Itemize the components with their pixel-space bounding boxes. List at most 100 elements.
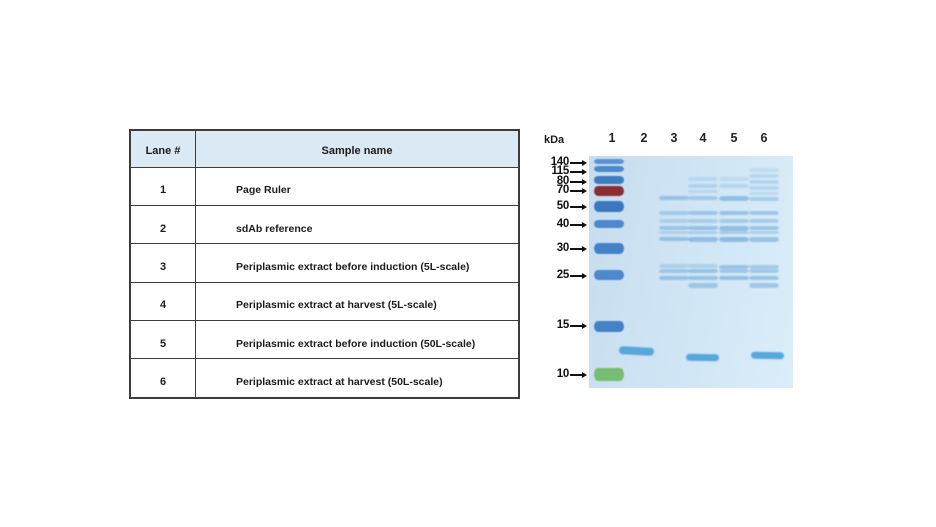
- ladder-band-15kda: [594, 321, 624, 332]
- marker-arrow-shaft: [570, 374, 582, 376]
- sample-name-cell: sdAb reference: [195, 204, 520, 245]
- ladder-band-115kda: [594, 166, 624, 172]
- sample-band-lane-6: [749, 174, 779, 178]
- sample-band-lane-6: [749, 276, 779, 280]
- table-row: 3 Periplasmic extract before induction (5…: [129, 243, 520, 283]
- marker-kda-label: 140: [550, 156, 570, 169]
- marker-arrow-icon: [570, 222, 587, 228]
- marker-arrow-shaft: [570, 181, 582, 183]
- sample-name-cell: Periplasmic extract at harvest (50L-scal…: [195, 358, 520, 399]
- ladder-band-10kda: [594, 368, 624, 381]
- marker-kda-label: 50: [556, 200, 570, 213]
- marker-row: 50: [533, 201, 587, 213]
- marker-kda-label: 40: [556, 218, 570, 231]
- sample-band-lane-6: [749, 265, 779, 269]
- marker-arrow-icon: [570, 372, 587, 378]
- marker-kda-label: 70: [556, 184, 570, 197]
- marker-arrow-head: [582, 323, 587, 329]
- sample-name-cell: Periplasmic extract at harvest (5L-scale…: [195, 281, 520, 321]
- marker-arrow-head: [582, 160, 587, 166]
- ladder-band-80kda: [594, 176, 624, 184]
- sample-band-lane-6: [749, 219, 779, 223]
- sample-band-lane-6: [749, 226, 779, 230]
- marker-arrow-icon: [570, 160, 587, 166]
- ladder-band-70kda: [594, 186, 624, 196]
- lane-number-cell: 3: [129, 243, 196, 283]
- ladder-band-25kda: [594, 270, 624, 280]
- gel-lane-number: 2: [640, 131, 648, 145]
- sample-band-lane-4: [688, 184, 718, 188]
- table-row: 6 Periplasmic extract at harvest (50L-sca…: [129, 358, 520, 399]
- sample-band-lane-4: [688, 276, 718, 280]
- sample-band-lane-3: [659, 269, 689, 273]
- sample-table: Lane # Sample name 1 Page Ruler 2 sdAb refe…: [129, 129, 520, 399]
- sdab-band-lane-4: [685, 353, 720, 362]
- marker-arrow-head: [582, 372, 587, 378]
- marker-row: 140: [533, 157, 587, 169]
- sample-band-lane-5: [719, 231, 749, 234]
- ladder-band-30kda: [594, 243, 624, 254]
- sample-band-lane-3: [659, 276, 689, 280]
- sample-band-lane-3: [659, 264, 689, 268]
- marker-arrow-shaft: [570, 224, 582, 226]
- ladder-band-140kda: [594, 159, 624, 164]
- marker-kda-label: 80: [556, 175, 570, 188]
- table-row: 4 Periplasmic extract at harvest (5L-scal…: [129, 281, 520, 321]
- marker-arrow-head: [582, 222, 587, 228]
- table-row: 2 sdAb reference: [129, 204, 520, 245]
- sample-band-lane-5: [719, 237, 749, 242]
- marker-arrow-head: [582, 246, 587, 252]
- marker-row: 25: [533, 270, 587, 282]
- marker-kda-label: 15: [556, 319, 570, 332]
- sample-name-cell: Periplasmic extract before induction (50…: [195, 319, 520, 360]
- marker-kda-label: 115: [551, 165, 569, 178]
- sample-band-lane-5: [719, 219, 749, 223]
- marker-row: 40: [533, 219, 587, 231]
- marker-arrow-shaft: [570, 325, 582, 327]
- sample-band-lane-5: [719, 276, 749, 280]
- sample-band-lane-3: [659, 231, 689, 234]
- marker-arrow-shaft: [570, 190, 582, 192]
- marker-kda-label: 25: [556, 269, 570, 282]
- marker-row: 30: [533, 243, 587, 255]
- ladder-band-40kda: [594, 220, 624, 228]
- table-row: 1 Page Ruler: [129, 166, 520, 206]
- marker-arrow-shaft: [570, 248, 582, 250]
- marker-row: 15: [533, 320, 587, 332]
- sample-band-lane-6: [749, 269, 779, 273]
- marker-arrow-icon: [570, 323, 587, 329]
- marker-kda-label: 10: [556, 368, 570, 381]
- sample-band-lane-6: [749, 283, 779, 288]
- gel-lane-number: 3: [670, 131, 678, 145]
- sample-band-lane-3: [659, 226, 689, 230]
- sample-band-lane-4: [688, 237, 718, 242]
- table-row: 5 Periplasmic extract before induction (5…: [129, 319, 520, 360]
- marker-row: 80: [533, 176, 587, 188]
- sample-name-cell: Page Ruler: [195, 166, 520, 206]
- marker-arrow-head: [582, 273, 587, 279]
- marker-arrow-head: [582, 169, 587, 175]
- sample-band-lane-6: [749, 186, 779, 190]
- marker-arrow-head: [582, 179, 587, 185]
- sample-band-lane-5: [719, 265, 749, 269]
- sample-band-lane-4: [688, 211, 718, 215]
- sample-band-lane-5: [719, 211, 749, 215]
- sdab-band-lane-6: [750, 351, 785, 360]
- marker-arrow-icon: [570, 169, 587, 175]
- sample-band-lane-5: [719, 177, 749, 181]
- gel-image: [589, 156, 793, 388]
- sample-band-lane-5: [719, 269, 749, 273]
- sample-band-lane-5: [719, 184, 749, 188]
- sample-band-lane-4: [688, 283, 718, 288]
- sample-band-lane-4: [688, 190, 718, 193]
- gel-lane-number: 1: [608, 131, 616, 145]
- sample-band-lane-4: [688, 219, 718, 223]
- marker-arrow-icon: [570, 204, 587, 210]
- lane-number-cell: 6: [129, 358, 196, 399]
- lane-number-cell: 5: [129, 319, 196, 360]
- gel-lane-number: 5: [730, 131, 738, 145]
- sample-band-lane-3: [659, 196, 689, 200]
- marker-arrow-shaft: [570, 162, 582, 164]
